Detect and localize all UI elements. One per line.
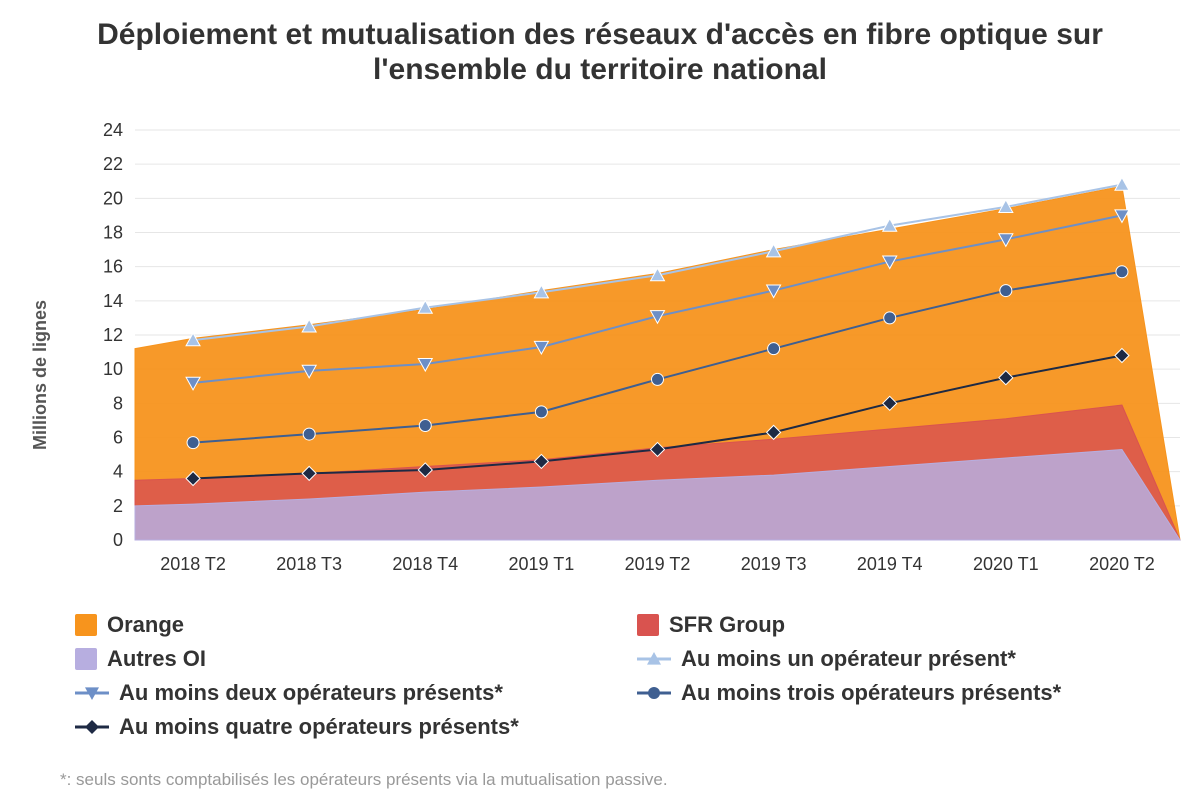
x-tick-label: 2018 T4 [392,554,458,574]
y-tick-label: 24 [103,120,123,140]
legend-line-icon [637,648,671,670]
x-tick-label: 2019 T4 [857,554,923,574]
y-tick-label: 4 [113,462,123,482]
legend-label: Au moins deux opérateurs présents* [119,680,503,706]
legend-item-au_moins_2: Au moins deux opérateurs présents* [75,680,613,706]
legend-item-au_moins_4: Au moins quatre opérateurs présents* [75,714,613,740]
legend-swatch-icon [75,648,97,670]
legend-line-icon [75,716,109,738]
chart-plot-area: 0246810121416182022242018 T22018 T32018 … [0,0,1200,600]
y-tick-label: 6 [113,428,123,448]
legend-label: Au moins trois opérateurs présents* [681,680,1061,706]
legend-item-au_moins_1: Au moins un opérateur présent* [637,646,1175,672]
y-tick-label: 2 [113,496,123,516]
x-tick-label: 2019 T3 [741,554,807,574]
x-tick-label: 2018 T2 [160,554,226,574]
legend-line-icon [75,682,109,704]
x-tick-label: 2020 T1 [973,554,1039,574]
legend-swatch-icon [637,614,659,636]
legend-line-icon [637,682,671,704]
y-tick-label: 0 [113,530,123,550]
y-tick-label: 8 [113,393,123,413]
x-tick-label: 2020 T2 [1089,554,1155,574]
chart-footnote: *: seuls sonts comptabilisés les opérate… [60,770,668,790]
x-tick-label: 2019 T2 [625,554,691,574]
y-tick-label: 14 [103,291,123,311]
legend-swatch-icon [75,614,97,636]
legend-label: Au moins un opérateur présent* [681,646,1016,672]
y-tick-label: 18 [103,223,123,243]
legend-item-autres-oi: Autres OI [75,646,613,672]
y-tick-label: 12 [103,325,123,345]
chart-legend: Orange SFR Group Autres OI Au moins un opér… [75,612,1175,740]
legend-item-au_moins_3: Au moins trois opérateurs présents* [637,680,1175,706]
x-tick-label: 2018 T3 [276,554,342,574]
legend-label: Autres OI [107,646,206,672]
y-tick-label: 10 [103,359,123,379]
fiber-deployment-chart: Déploiement et mutualisation des réseaux… [0,0,1200,800]
legend-item-orange: Orange [75,612,613,638]
x-tick-label: 2019 T1 [509,554,575,574]
y-tick-label: 22 [103,154,123,174]
legend-label: SFR Group [669,612,785,638]
y-tick-label: 16 [103,257,123,277]
legend-item-sfr-group: SFR Group [637,612,1175,638]
legend-label: Orange [107,612,184,638]
y-tick-label: 20 [103,188,123,208]
legend-label: Au moins quatre opérateurs présents* [119,714,519,740]
